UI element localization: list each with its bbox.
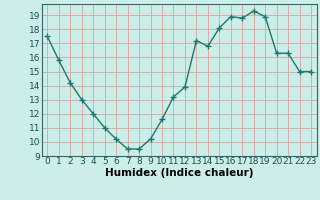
X-axis label: Humidex (Indice chaleur): Humidex (Indice chaleur) [105,168,253,178]
